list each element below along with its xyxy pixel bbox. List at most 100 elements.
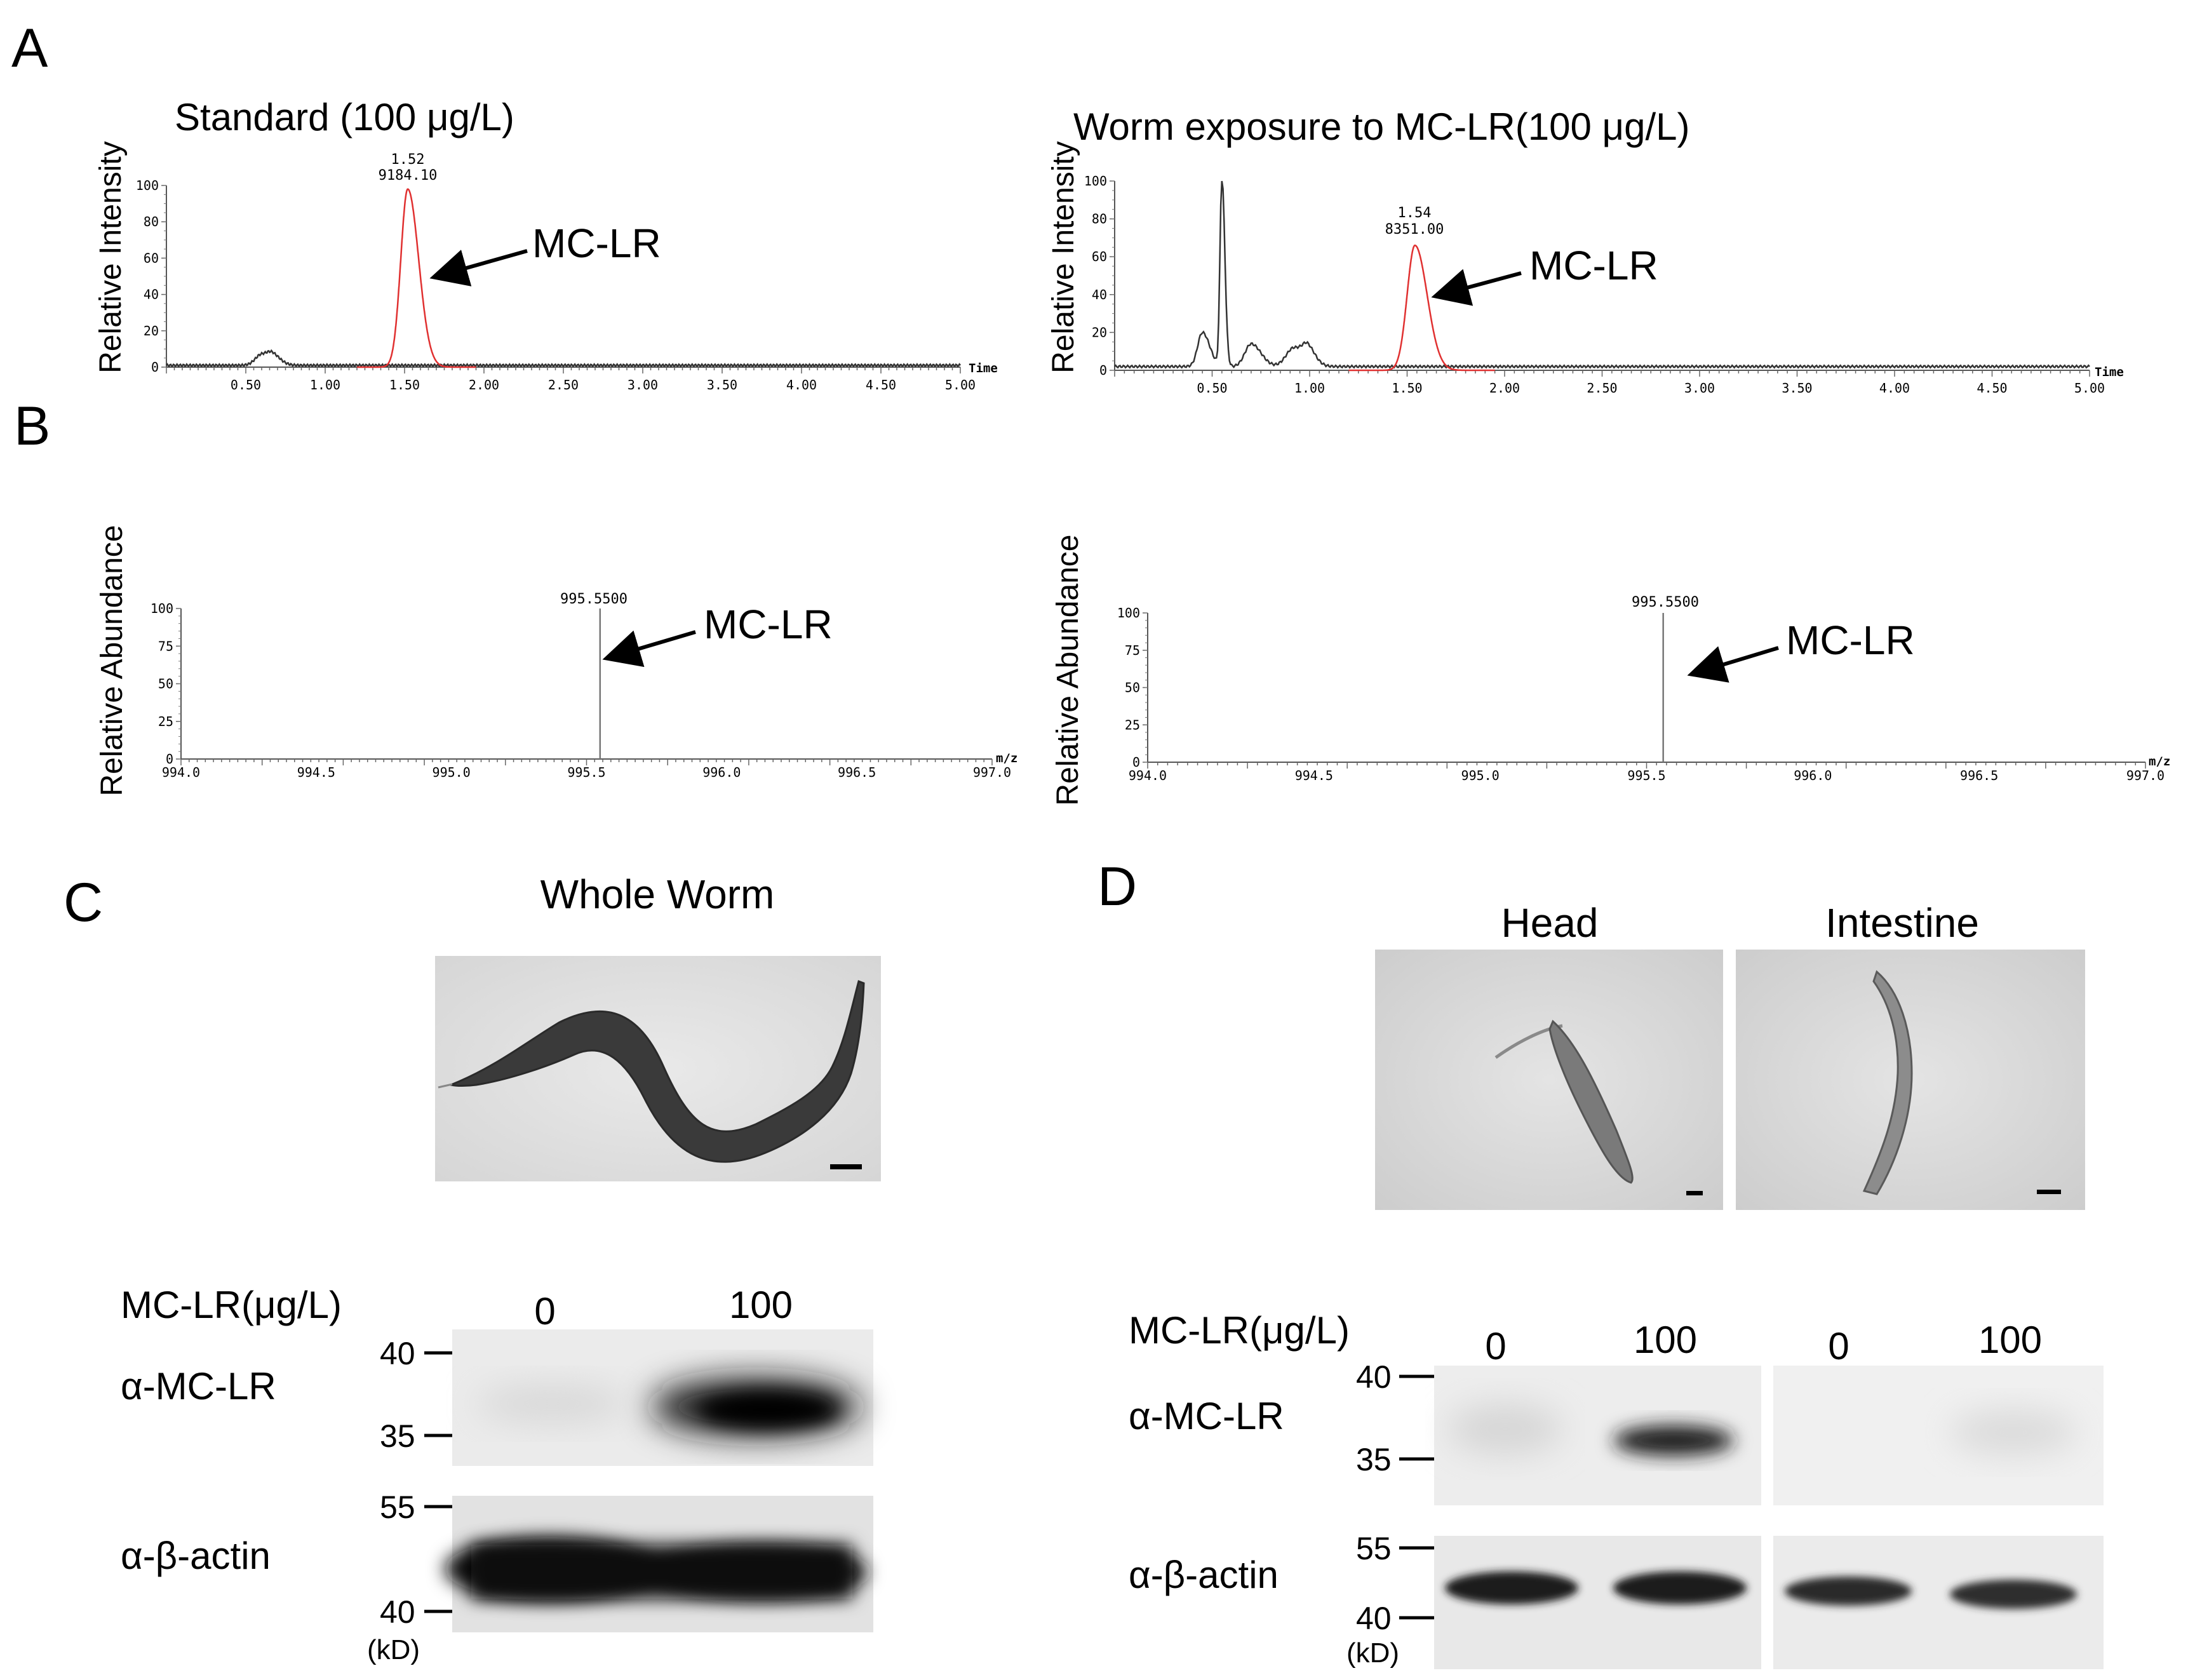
x-tick-label: 3.50 xyxy=(1782,380,1812,396)
annotation-a-left: MC-LR xyxy=(532,220,661,266)
arrow-b-left xyxy=(602,630,696,668)
series-line-1 xyxy=(357,188,476,368)
x-tick-label: 1.00 xyxy=(1294,380,1325,396)
x-tick-label: 996.5 xyxy=(838,765,876,780)
lane-label-d-3: 100 xyxy=(1978,1319,2042,1361)
y-tick-label: 100 xyxy=(1117,605,1140,621)
x-tick-label: 3.00 xyxy=(1684,380,1715,396)
x-tick-label: 995.0 xyxy=(1461,768,1500,783)
x-tick-label: 2.50 xyxy=(548,377,579,393)
worm-body-shape xyxy=(448,980,865,1163)
x-tick-label: 1.00 xyxy=(310,377,340,393)
unit-kd-c: (kD) xyxy=(367,1634,420,1665)
peak-label-b-left: 995.5500 xyxy=(560,591,628,607)
panel-letter-c: C xyxy=(64,872,103,933)
x-tick-label: 995.5 xyxy=(567,765,605,780)
peak-label-area-a-left: 9184.10 xyxy=(379,168,438,184)
x-tick-label: 4.00 xyxy=(786,377,817,393)
lane-label-d-2: 0 xyxy=(1828,1325,1849,1368)
x-tick-label: 996.5 xyxy=(1960,768,1998,783)
treatment-label-c: MC-LR(μg/L) xyxy=(121,1284,342,1326)
x-tick-label: 996.0 xyxy=(1794,768,1832,783)
spectrum-b-right: Relative Abundance 994.0 994.5 995.0 995.5 9… xyxy=(1051,535,2170,806)
band-mc-lr-d-lane2 xyxy=(1613,1425,1734,1456)
panel-c: Whole Worm MC-LR(μg/L) 0 100 α-MC-LR α-β… xyxy=(121,871,881,1665)
x-tick-label: 994.5 xyxy=(1295,768,1333,783)
x-tick-label: 2.00 xyxy=(1489,380,1520,396)
y-tick-label: 100 xyxy=(136,178,159,193)
y-tick-label: 25 xyxy=(158,714,173,729)
peak-label-rt-a-right: 1.54 xyxy=(1398,205,1432,221)
series-line-1 xyxy=(1348,245,1495,372)
lane-label-c-1: 100 xyxy=(729,1284,793,1326)
x-axis-end-label-a-left: Time xyxy=(969,361,998,375)
marker-c-bottom-55: 55 xyxy=(380,1489,415,1525)
x-tick-label: 5.00 xyxy=(2074,380,2105,396)
series-line-0 xyxy=(1114,180,2090,369)
arrow-b-right xyxy=(1687,646,1779,683)
panel-letter-b: B xyxy=(14,396,50,457)
y-axis-label-b-left: Relative Abundance xyxy=(95,525,129,796)
y-tick-label: 40 xyxy=(1092,287,1107,302)
image-title-whole-worm: Whole Worm xyxy=(540,871,775,917)
marker-c-top-35: 35 xyxy=(380,1418,415,1454)
x-axis-end-label-a-right: Time xyxy=(2095,365,2124,379)
y-tick-label: 25 xyxy=(1125,717,1140,732)
y-tick-label: 60 xyxy=(1092,249,1107,264)
x-tick-label: 994.0 xyxy=(1129,768,1167,783)
plot-area-a-right: 0.50 1.00 1.50 2.00 2.50 3.00 3.50 4.00 4.50 5.00… xyxy=(1084,173,2105,396)
x-tick-label: 0.50 xyxy=(1197,380,1227,396)
chart-title-a-left: Standard (100 μg/L) xyxy=(175,96,514,138)
marker-d-top-40: 40 xyxy=(1356,1359,1392,1395)
micrograph-whole-worm xyxy=(435,956,881,1181)
y-tick-label: 0 xyxy=(166,751,173,767)
y-tick-label: 20 xyxy=(144,323,159,339)
plot-area-b-right: 994.0 994.5 995.0 995.5 996.0 996.5 997.0 0 25 50… xyxy=(1117,605,2165,783)
arrow-a-left xyxy=(429,249,528,286)
x-tick-label: 997.0 xyxy=(2126,768,2165,783)
band-actin-d-lane2 xyxy=(1613,1571,1747,1604)
y-tick-label: 100 xyxy=(1084,173,1107,189)
micrograph-head xyxy=(1375,950,1723,1210)
marker-d-bottom-40: 40 xyxy=(1356,1601,1392,1636)
row1-label-d: α-MC-LR xyxy=(1129,1395,1284,1437)
x-tick-label: 1.50 xyxy=(389,377,420,393)
y-tick-label: 100 xyxy=(151,601,173,616)
unit-kd-d: (kD) xyxy=(1346,1637,1399,1669)
x-tick-label: 994.5 xyxy=(297,765,335,780)
x-tick-label: 4.50 xyxy=(866,377,896,393)
chart-title-a-right: Worm exposure to MC-LR(100 μg/L) xyxy=(1073,105,1689,148)
image-title-head: Head xyxy=(1501,900,1599,946)
x-tick-label: 4.50 xyxy=(1977,380,2007,396)
y-tick-label: 40 xyxy=(144,287,159,302)
y-tick-label: 75 xyxy=(1125,643,1140,658)
x-tick-label: 997.0 xyxy=(973,765,1011,780)
panel-d: Head Intestine MC-LR(μg/L) 0 100 0 100 α… xyxy=(1129,900,2104,1669)
y-tick-label: 0 xyxy=(1099,363,1107,378)
annotation-b-left: MC-LR xyxy=(704,601,833,647)
scale-bar-whole-worm xyxy=(830,1164,862,1169)
x-tick-label: 994.0 xyxy=(162,765,200,780)
y-tick-label: 50 xyxy=(158,676,173,692)
arrow-a-right xyxy=(1431,269,1522,306)
panel-letter-d: D xyxy=(1098,856,1137,917)
y-axis-label-a-right: Relative Intensity xyxy=(1047,141,1080,373)
scale-bar-intestine xyxy=(2037,1190,2061,1194)
y-tick-label: 50 xyxy=(1125,680,1140,696)
y-tick-label: 60 xyxy=(144,250,159,265)
intestine-shape xyxy=(1862,970,1913,1195)
peak-label-rt-a-left: 1.52 xyxy=(391,152,425,168)
x-tick-label: 2.00 xyxy=(469,377,499,393)
peak-label-b-right: 995.5500 xyxy=(1632,595,1699,610)
y-tick-label: 75 xyxy=(158,638,173,654)
band-actin-d-lane3 xyxy=(1785,1576,1912,1606)
x-tick-label: 996.0 xyxy=(702,765,741,780)
image-title-intestine: Intestine xyxy=(1825,900,1979,946)
y-tick-label: 20 xyxy=(1092,325,1107,340)
row2-label-c: α-β-actin xyxy=(121,1535,271,1577)
chromatogram-a-right: Worm exposure to MC-LR(100 μg/L) Relativ… xyxy=(1047,105,2124,396)
head-shape xyxy=(1548,1019,1634,1184)
band-actin-d-lane1 xyxy=(1445,1571,1578,1604)
x-tick-label: 0.50 xyxy=(231,377,261,393)
marker-d-top-35: 35 xyxy=(1356,1442,1392,1477)
